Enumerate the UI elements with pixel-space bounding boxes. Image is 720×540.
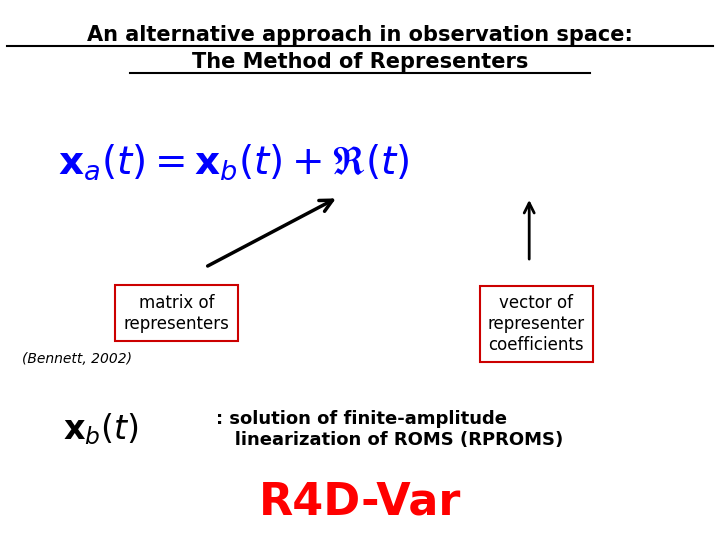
Text: $\mathbf{x}_b(t)$: $\mathbf{x}_b(t)$: [63, 411, 139, 447]
Text: matrix of
representers: matrix of representers: [123, 294, 230, 333]
Text: An alternative approach in observation space:: An alternative approach in observation s…: [87, 25, 633, 45]
Text: (Bennett, 2002): (Bennett, 2002): [22, 352, 132, 366]
Text: vector of
representer
coefficients: vector of representer coefficients: [488, 294, 585, 354]
Text: R4D-Var: R4D-Var: [258, 481, 462, 524]
Text: linearization of ROMS (RPROMS): linearization of ROMS (RPROMS): [216, 431, 563, 449]
Text: : solution of finite-amplitude: : solution of finite-amplitude: [216, 409, 507, 428]
Text: $\mathbf{x}_a(t) = \mathbf{x}_b(t) + \mathfrak{R}(t)$: $\mathbf{x}_a(t) = \mathbf{x}_b(t) + \ma…: [58, 142, 410, 182]
Text: The Method of Representers: The Method of Representers: [192, 52, 528, 72]
